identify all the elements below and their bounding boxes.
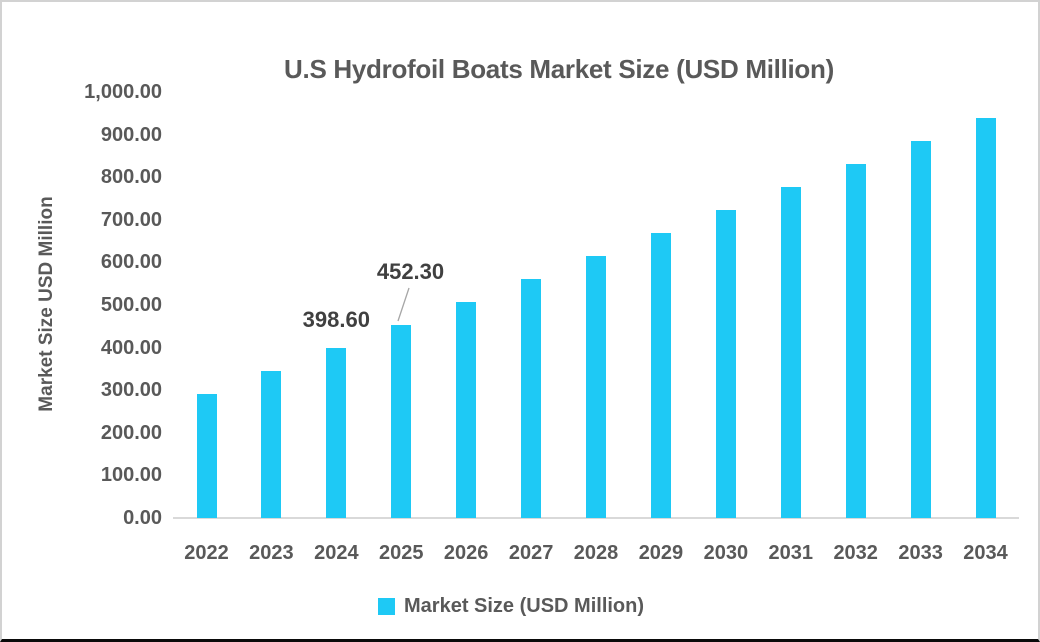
- bar: [650, 232, 671, 518]
- data-label: 398.60: [302, 307, 370, 332]
- bar: [715, 210, 736, 518]
- x-tick-label: 2024: [314, 542, 359, 564]
- x-tick-label: 2025: [379, 542, 424, 564]
- bar: [456, 301, 477, 518]
- y-tick-label: 800.00: [100, 166, 162, 189]
- leader-line: [397, 287, 410, 322]
- legend-swatch-icon: [378, 598, 395, 615]
- y-tick-label: 100.00: [100, 464, 162, 487]
- y-tick-label: 500.00: [100, 294, 162, 316]
- bar: [196, 394, 217, 518]
- x-axis-line: [173, 517, 1019, 519]
- bar: [975, 117, 996, 518]
- y-tick-label: 600.00: [100, 251, 162, 274]
- bar: [521, 279, 542, 518]
- y-tick-label: 200.00: [100, 421, 162, 444]
- y-tick-label: 700.00: [100, 208, 162, 231]
- x-tick-label: 2031: [768, 542, 814, 564]
- y-tick-label: 300.00: [100, 379, 162, 402]
- bar: [326, 348, 347, 518]
- legend: Market Size (USD Million): [378, 595, 644, 618]
- bar: [586, 255, 607, 518]
- legend-label: Market Size (USD Million): [404, 595, 645, 617]
- data-label: 452.30: [376, 259, 445, 284]
- y-tick-label: 900.00: [100, 123, 162, 146]
- x-tick-label: 2033: [898, 542, 943, 564]
- x-tick-label: 2027: [508, 542, 554, 564]
- x-tick-label: 2034: [963, 542, 1008, 564]
- bar: [910, 141, 931, 518]
- chart-title: U.S Hydrofoil Boats Market Size (USD Mil…: [284, 54, 834, 84]
- y-tick-label: 400.00: [100, 336, 162, 359]
- x-tick-label: 2029: [638, 542, 684, 564]
- x-tick-label: 2030: [703, 542, 749, 564]
- bar: [261, 370, 282, 518]
- bar: [780, 186, 801, 518]
- x-tick-label: 2022: [184, 542, 229, 564]
- x-tick-label: 2028: [573, 542, 619, 564]
- x-tick-label: 2023: [249, 542, 294, 564]
- y-tick-label: 0.00: [123, 507, 162, 529]
- x-tick-label: 2032: [833, 542, 878, 564]
- bar: [391, 325, 412, 518]
- y-tick-label: 1,000.00: [84, 81, 162, 103]
- x-tick-label: 2026: [443, 542, 489, 564]
- bar: [845, 163, 866, 518]
